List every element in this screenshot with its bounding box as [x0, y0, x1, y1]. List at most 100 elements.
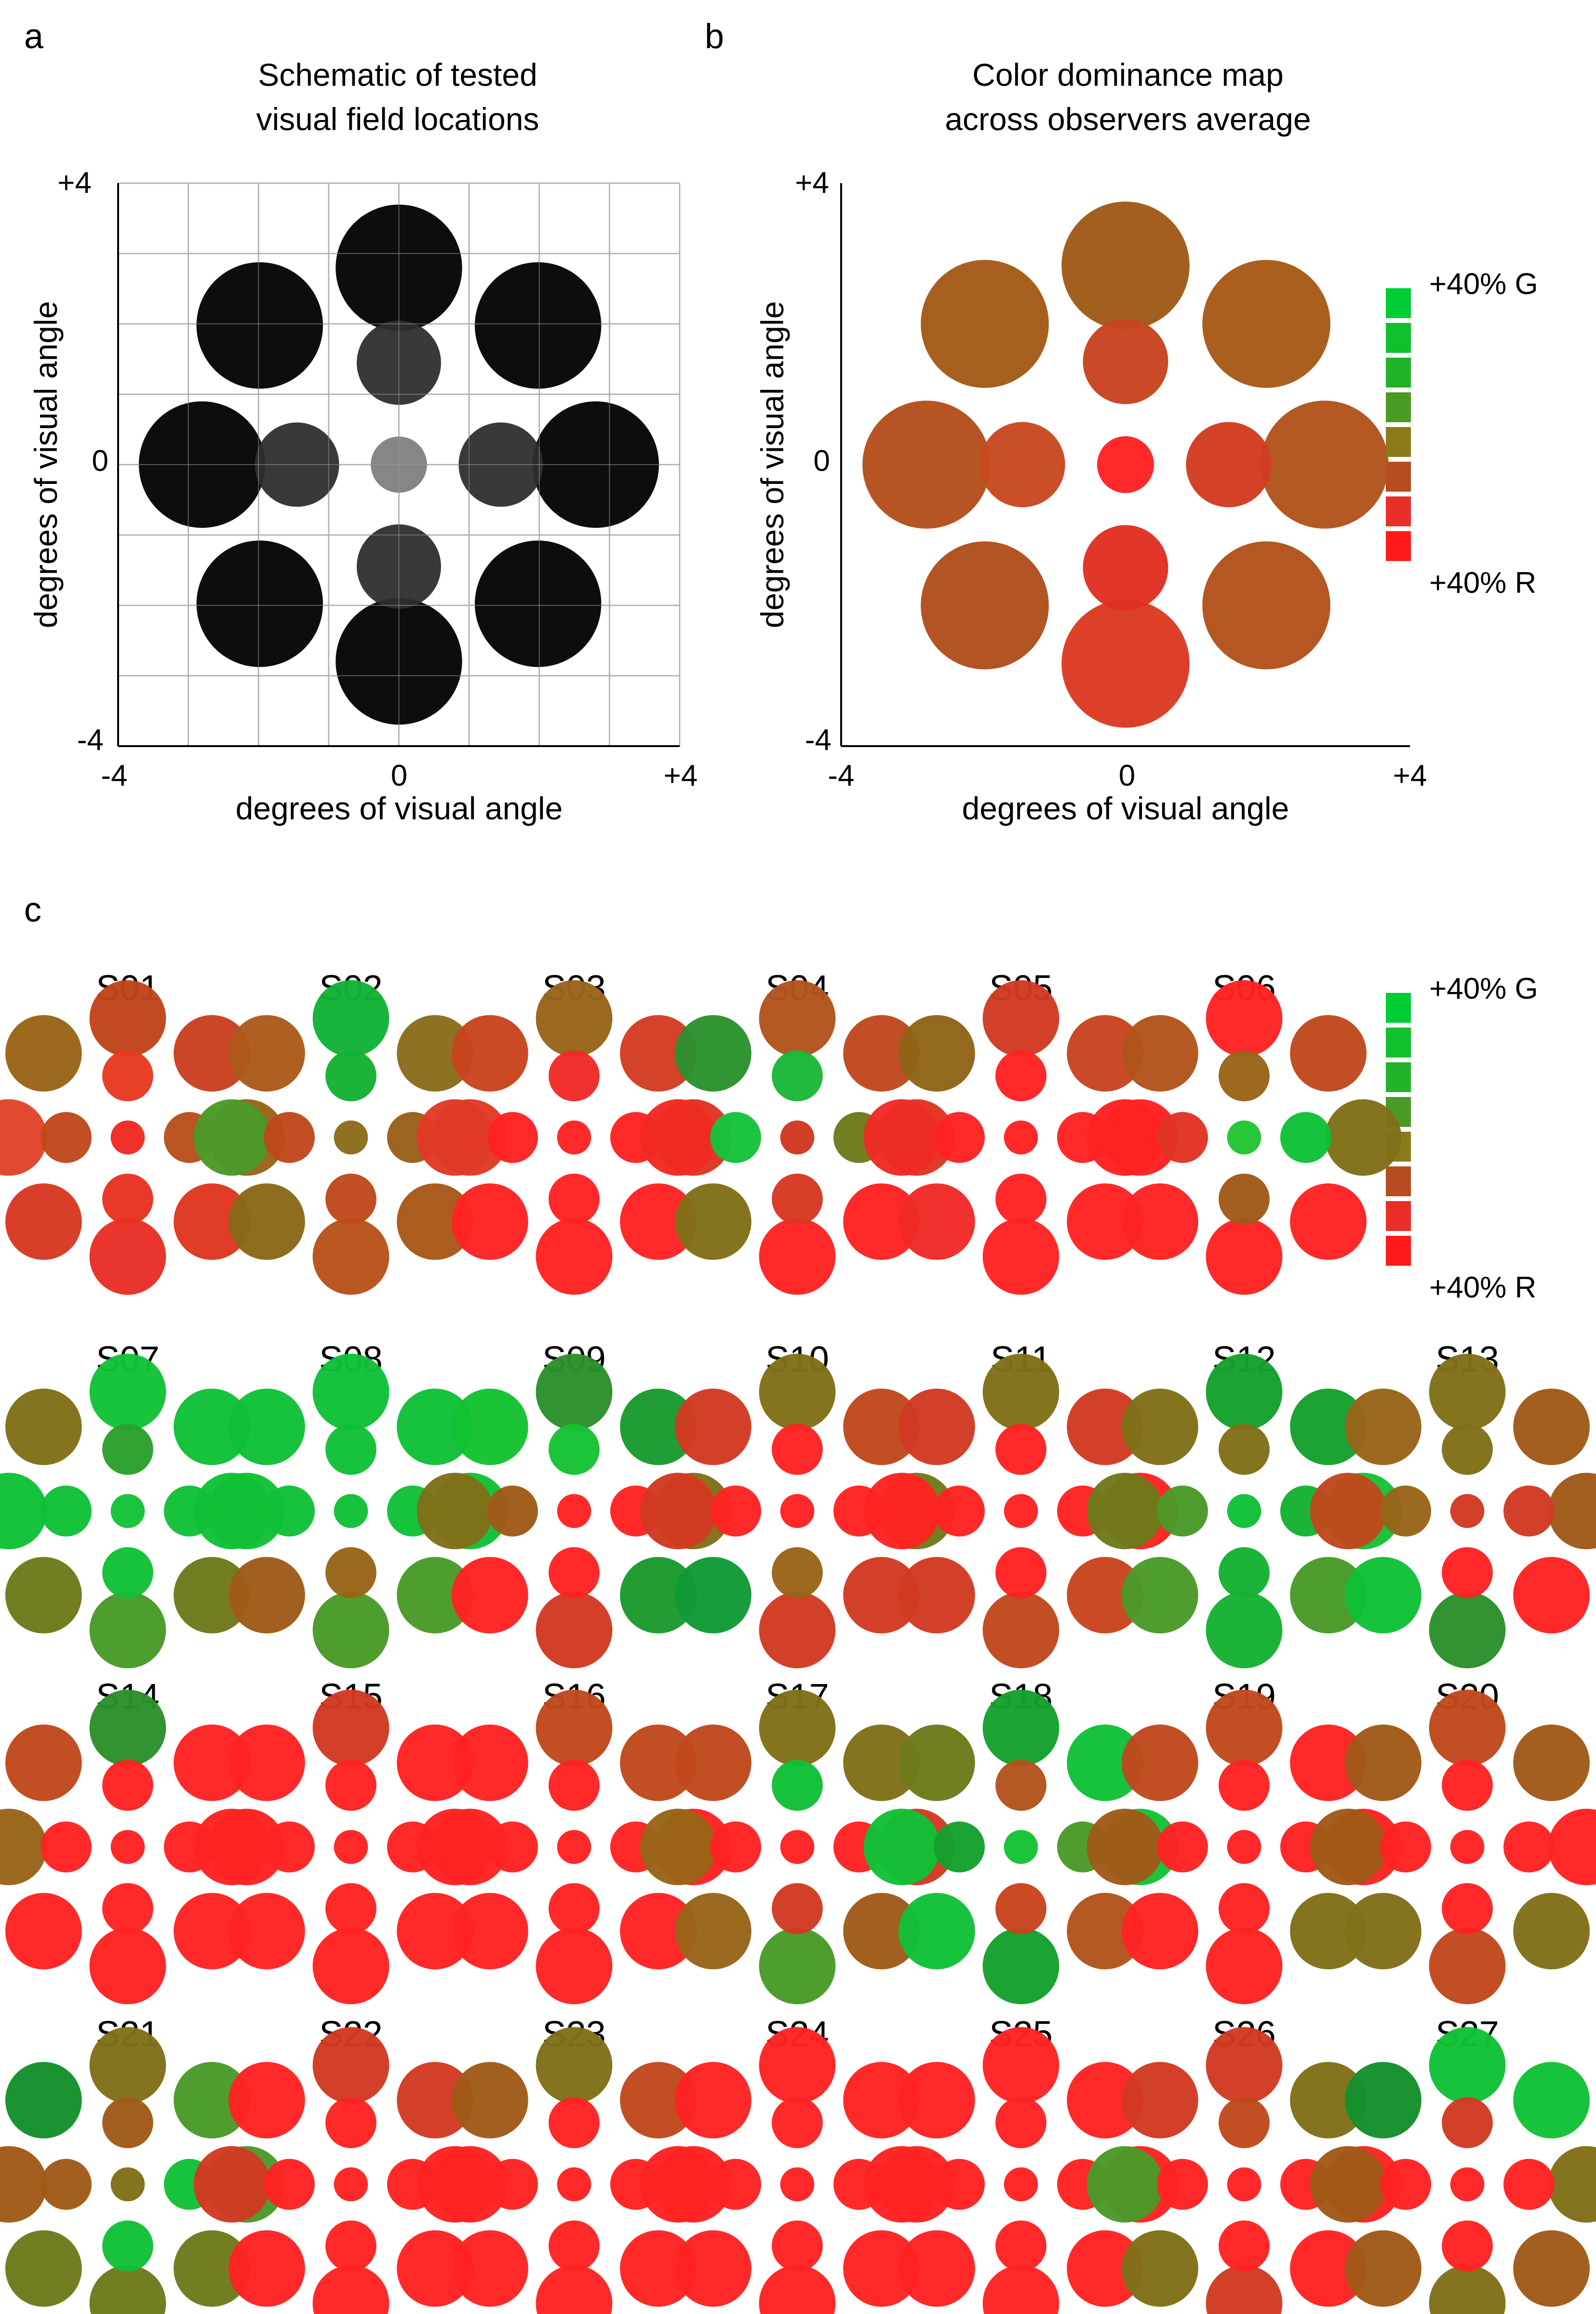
- subject-S04-location-center: [780, 1120, 815, 1155]
- subject-S16-location-inner-N: [549, 1760, 600, 1811]
- subject-S03-location-outer-NW: [452, 1015, 528, 1092]
- subject-S06-location-outer-SW: [1122, 1183, 1198, 1260]
- subject-S02-location-outer-NE: [397, 1015, 473, 1092]
- panel-b-legend-bottom-label: +40% R: [1429, 566, 1536, 600]
- subject-S11-location-inner-S: [995, 1547, 1046, 1598]
- subject-S16-location-outer-S: [536, 1927, 613, 2005]
- panel-b-ytick-top: +4: [795, 166, 829, 200]
- subject-S25-location-outer-NE: [1067, 2062, 1144, 2139]
- subject-S27-location-outer-N: [1429, 2027, 1506, 2104]
- panel-a-location-outer-SE: [474, 540, 602, 667]
- subject-S20-location-center: [1450, 1830, 1485, 1864]
- subject-S14-location-outer-NE: [174, 1725, 250, 1801]
- subject-S09-location-inner-S: [549, 1547, 600, 1598]
- subject-S22-location-inner-S: [325, 2220, 376, 2272]
- subject-S24-location-outer-S: [759, 2265, 836, 2314]
- subject-S07-location-outer-NE: [174, 1389, 250, 1465]
- subject-S26-location-outer-SW: [1122, 2230, 1198, 2307]
- subject-S06-location-outer-S: [1206, 1218, 1283, 1295]
- panel-b-legend-swatches: [1386, 288, 1411, 561]
- subject-S04-location-outer-NW: [675, 1015, 751, 1092]
- subject-map-S24: S24: [640, 2014, 955, 2314]
- subject-S05-location-inner-W: [934, 1112, 985, 1163]
- subject-S10-location-inner-N: [772, 1424, 823, 1475]
- subject-S19-location-outer-S: [1206, 1927, 1283, 2005]
- subject-S08-location-center: [334, 1494, 368, 1528]
- subject-S22-location-outer-W: [193, 2146, 270, 2223]
- subject-S14-location-outer-SW: [5, 1893, 82, 1970]
- subject-S06-location-inner-W: [1157, 1112, 1208, 1163]
- subject-S13-location-outer-S: [1429, 1592, 1506, 1669]
- subject-S11-location-outer-SW: [899, 1557, 975, 1634]
- panel-b-location-outer-SE: [1202, 541, 1330, 669]
- subject-S10-location-outer-N: [759, 1353, 836, 1431]
- subject-S11-location-inner-W: [934, 1485, 985, 1537]
- subject-S24-location-inner-S: [772, 2220, 823, 2272]
- panel-b-plot: +4 0 -4 -4 0 +4 degrees of visual angle …: [754, 166, 1427, 826]
- subject-S08-location-inner-N: [325, 1424, 376, 1475]
- subject-S23-location-outer-N: [536, 2027, 613, 2104]
- subject-S07-location-inner-N: [102, 1424, 153, 1475]
- subject-S17-location-outer-W: [640, 1808, 717, 1886]
- subject-S26-location-outer-SE: [1290, 2230, 1367, 2307]
- panel-letter-a: a: [24, 17, 44, 56]
- panel-a-plot: +4 0 -4 -4 0 +4 degrees of visual angle …: [28, 166, 697, 826]
- subject-S12-location-outer-N: [1206, 1353, 1283, 1431]
- subject-S04-location-inner-W: [710, 1112, 761, 1163]
- subject-S07-location-inner-W: [40, 1485, 92, 1537]
- panel-a-title-line2: visual field locations: [256, 101, 539, 137]
- subject-S12-location-inner-W: [1157, 1485, 1208, 1537]
- subject-S01-location-outer-NE: [174, 1015, 250, 1092]
- panel-letter-b: b: [705, 17, 724, 56]
- subject-S15-location-inner-W: [264, 1821, 315, 1873]
- subject-S05-location-outer-S: [982, 1218, 1060, 1295]
- subject-S27-location-inner-N: [1442, 2097, 1493, 2148]
- panel-b-legend-top-label: +40% G: [1429, 268, 1538, 301]
- subject-S03-location-outer-SW: [452, 1183, 528, 1260]
- panel-letter-c: c: [24, 891, 41, 929]
- subject-S07-location-center: [110, 1494, 145, 1528]
- subject-S15-location-inner-S: [325, 1883, 376, 1934]
- subject-S02-location-outer-SW: [228, 1183, 305, 1260]
- subject-S14-location-outer-SE: [174, 1893, 250, 1970]
- subject-S10-location-outer-NW: [675, 1389, 751, 1465]
- panel-b-location-outer-E: [1261, 401, 1389, 529]
- subject-S21-location-outer-SE: [174, 2230, 250, 2307]
- subject-S20-location-outer-E: [1548, 1808, 1596, 1886]
- subject-S11-location-inner-N: [995, 1424, 1046, 1475]
- subject-map-S06: S06: [1086, 968, 1402, 1295]
- subject-S24-location-center: [780, 2167, 815, 2202]
- legend-swatch: [1386, 288, 1411, 318]
- subject-S10-location-inner-S: [772, 1547, 823, 1598]
- subject-S21-location-outer-N: [89, 2027, 166, 2104]
- panel-b-ytick-mid: 0: [814, 444, 830, 478]
- panel-b-title-line2: across observers average: [945, 101, 1311, 137]
- subject-S04-location-outer-SE: [843, 1183, 920, 1260]
- subject-S04-location-outer-N: [759, 980, 836, 1057]
- legend-swatch: [1386, 358, 1411, 388]
- subject-S10-location-outer-NE: [843, 1389, 920, 1465]
- subject-S23-location-outer-NW: [452, 2062, 528, 2139]
- subject-map-S11: S11: [863, 1339, 1179, 1669]
- subject-S25-location-outer-NW: [899, 2062, 975, 2139]
- subject-S12-location-outer-S: [1206, 1592, 1283, 1669]
- subject-S21-location-outer-S: [89, 2265, 166, 2314]
- subject-S26-location-center: [1227, 2167, 1261, 2202]
- subject-S17-location-outer-NW: [675, 1725, 751, 1801]
- subject-S02-location-center: [334, 1120, 368, 1155]
- subject-S11-location-center: [1004, 1494, 1038, 1528]
- subject-S18-location-inner-W: [934, 1821, 985, 1873]
- subject-S25-location-outer-SW: [899, 2230, 975, 2307]
- subject-S13-location-inner-E: [1503, 1485, 1555, 1537]
- subject-S03-location-inner-W: [487, 1112, 538, 1163]
- subject-S18-location-outer-SE: [1067, 1893, 1144, 1970]
- legend-swatch: [1386, 427, 1411, 457]
- subject-S25-location-inner-W: [934, 2159, 985, 2210]
- subject-S26-location-inner-W: [1157, 2159, 1208, 2210]
- subject-S02-location-inner-W: [264, 1112, 315, 1163]
- subject-S17-location-center: [780, 1830, 815, 1864]
- subject-S01-location-outer-W: [0, 1099, 47, 1176]
- subject-S15-location-outer-W: [193, 1808, 270, 1886]
- subject-S24-location-outer-N: [759, 2027, 836, 2104]
